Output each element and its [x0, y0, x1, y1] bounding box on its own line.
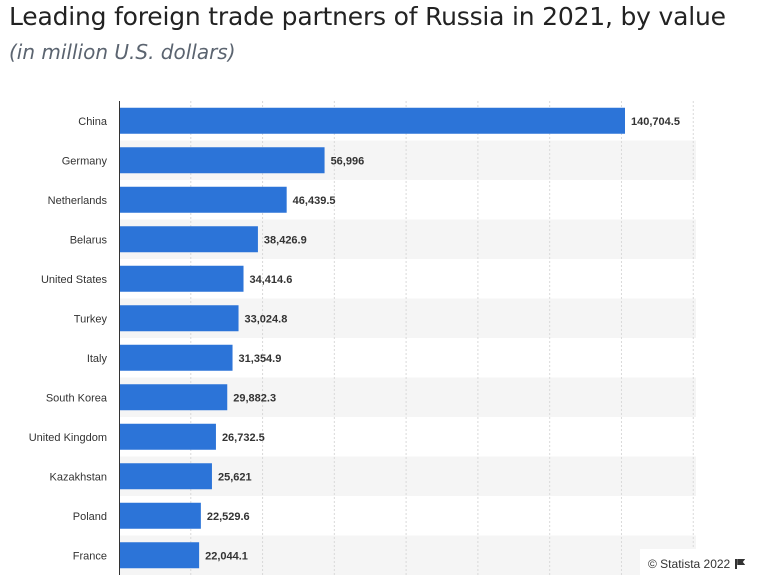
- bar: [120, 265, 244, 292]
- flag-icon[interactable]: [735, 559, 744, 569]
- value-label: 29,882.3: [233, 392, 276, 404]
- bar: [120, 107, 625, 134]
- category-label: Netherlands: [48, 195, 108, 207]
- bar: [120, 186, 287, 213]
- category-label: France: [73, 550, 107, 562]
- value-label: 22,529.6: [207, 511, 250, 523]
- value-label: 31,354.9: [239, 353, 282, 365]
- category-label: Belarus: [70, 234, 108, 246]
- category-label: China: [78, 116, 108, 128]
- bar: [120, 542, 200, 569]
- bar: [120, 305, 239, 332]
- bar: [120, 502, 201, 529]
- category-label: Poland: [73, 511, 107, 523]
- value-label: 140,704.5: [631, 116, 680, 128]
- row-stripe: [119, 456, 696, 496]
- value-label: 56,996: [331, 155, 365, 167]
- category-label: United States: [41, 274, 108, 286]
- value-label: 38,426.9: [264, 234, 307, 246]
- category-label: Turkey: [74, 313, 108, 325]
- bar: [120, 226, 258, 253]
- credit-text: © Statista 2022: [648, 556, 731, 571]
- chart-subtitle: (in million U.S. dollars): [9, 40, 236, 64]
- statista-credit[interactable]: © Statista 2022: [640, 549, 761, 578]
- chart-title: Leading foreign trade partners of Russia…: [9, 2, 726, 31]
- value-label: 34,414.6: [250, 274, 293, 286]
- bar: [120, 463, 212, 490]
- category-label: United Kingdom: [29, 432, 107, 444]
- bar: [120, 147, 325, 174]
- bar: [120, 423, 216, 450]
- category-label: South Korea: [46, 392, 108, 404]
- bar: [120, 384, 228, 411]
- value-label: 22,044.1: [205, 550, 248, 562]
- value-label: 46,439.5: [293, 195, 336, 207]
- category-label: Italy: [87, 353, 108, 365]
- category-label: Germany: [62, 155, 108, 167]
- bar: [120, 344, 233, 371]
- value-label: 33,024.8: [245, 313, 288, 325]
- row-stripe: [119, 535, 696, 575]
- category-label: Kazakhstan: [50, 471, 107, 483]
- value-label: 25,621: [218, 471, 252, 483]
- value-label: 26,732.5: [222, 432, 265, 444]
